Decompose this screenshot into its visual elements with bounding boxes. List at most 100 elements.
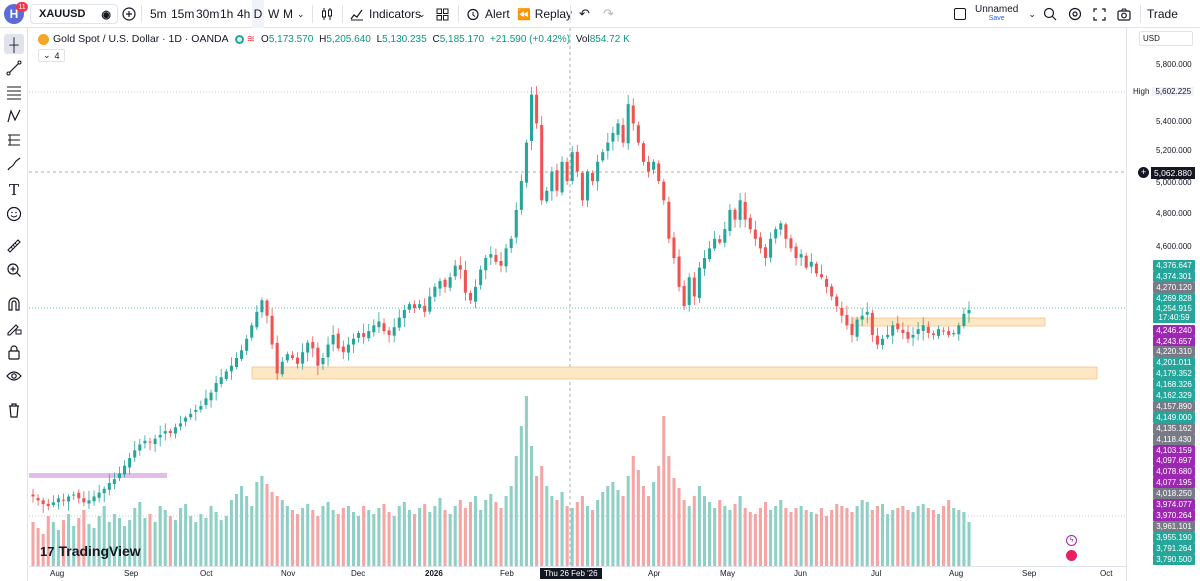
crosshair-tool[interactable]: ┼ bbox=[4, 34, 24, 54]
plus-circle-icon[interactable]: + bbox=[1138, 167, 1149, 178]
hide-drawings-tool[interactable] bbox=[4, 366, 24, 386]
candle-body bbox=[346, 344, 350, 353]
candle-body bbox=[743, 201, 747, 220]
volume-bar bbox=[453, 506, 457, 566]
candle-body bbox=[463, 269, 467, 293]
candle-body bbox=[830, 286, 834, 297]
volume-bar bbox=[418, 508, 422, 566]
brush-tool[interactable] bbox=[4, 154, 24, 174]
fullscreen-button[interactable] bbox=[1093, 0, 1106, 28]
time-axis[interactable]: Aug Sep Oct Nov Dec 2026 Feb Apr May Jun… bbox=[29, 566, 1126, 581]
measure-tool[interactable] bbox=[4, 236, 24, 256]
magnet-tool[interactable] bbox=[4, 294, 24, 314]
candle-body bbox=[245, 338, 249, 351]
close-label: C bbox=[432, 33, 440, 45]
volume-bar bbox=[341, 508, 345, 566]
icon-tool[interactable] bbox=[4, 204, 24, 224]
fib-tool[interactable] bbox=[4, 82, 24, 102]
volume-bar bbox=[382, 504, 386, 566]
layout-name-block: Unnamed Save bbox=[975, 5, 1018, 23]
candle-body bbox=[285, 354, 289, 361]
volume-bar bbox=[677, 488, 681, 566]
candle-body bbox=[794, 246, 798, 258]
price-chart[interactable] bbox=[29, 28, 1126, 566]
interval-m[interactable]: M bbox=[283, 0, 293, 28]
interval-dropdown[interactable]: ⌄ bbox=[297, 0, 305, 28]
candle-body bbox=[97, 492, 101, 498]
currency-selector[interactable]: USD bbox=[1139, 31, 1193, 46]
volume-bar bbox=[31, 522, 35, 566]
indicators-icon bbox=[350, 9, 363, 21]
candle-body bbox=[850, 323, 854, 335]
indicators-button[interactable]: Indicators bbox=[350, 0, 421, 28]
trend-line-icon bbox=[6, 60, 22, 76]
undo-button[interactable]: ↶ bbox=[579, 0, 590, 28]
volume-bar bbox=[331, 510, 335, 566]
volume-bar bbox=[214, 512, 218, 566]
stay-in-drawing-tool[interactable] bbox=[4, 318, 24, 338]
trend-line-tool[interactable] bbox=[4, 58, 24, 78]
candle-body bbox=[529, 94, 534, 141]
interval-30m[interactable]: 30m bbox=[196, 0, 219, 28]
interval-4h[interactable]: 4h bbox=[237, 0, 250, 28]
patterns-tool[interactable] bbox=[4, 106, 24, 126]
quick-search-button[interactable] bbox=[1043, 0, 1057, 28]
forecast-icon bbox=[8, 134, 20, 146]
candle-body bbox=[748, 217, 752, 230]
interval-1h[interactable]: 1h bbox=[220, 0, 233, 28]
chart-type-button[interactable] bbox=[320, 0, 334, 28]
layouts-button[interactable] bbox=[436, 0, 449, 28]
interval-d[interactable]: D bbox=[252, 0, 264, 28]
alert-label: Alert bbox=[485, 7, 510, 21]
candle-body bbox=[631, 105, 635, 124]
indicators-toggle[interactable]: ⌄ 4 bbox=[38, 49, 65, 62]
remove-drawings-tool[interactable] bbox=[4, 400, 24, 420]
time-label: Jul bbox=[871, 569, 882, 578]
lightning-icon[interactable]: ϟ bbox=[1066, 535, 1077, 546]
volume-bar bbox=[606, 486, 610, 566]
volume-bar bbox=[728, 510, 732, 566]
prediction-tool[interactable] bbox=[4, 130, 24, 150]
chart-pane[interactable] bbox=[29, 28, 1126, 566]
candle-body bbox=[163, 431, 167, 434]
layout-save-button[interactable]: Unnamed Save ⌄ bbox=[954, 0, 1036, 28]
volume-bar bbox=[97, 516, 101, 566]
indicator-templates-dropdown[interactable]: ⌄ bbox=[418, 0, 426, 28]
candle-body bbox=[580, 173, 584, 201]
price-level-label: 4,118.430 bbox=[1153, 434, 1195, 445]
interval-w[interactable]: W bbox=[268, 0, 279, 28]
interval-5m[interactable]: 5m bbox=[150, 0, 167, 28]
candle-body bbox=[855, 319, 859, 337]
legend-title[interactable]: Gold Spot / U.S. Dollar · 1D · OANDA bbox=[53, 33, 229, 45]
volume-bar bbox=[438, 498, 442, 566]
volume-bar bbox=[61, 520, 66, 566]
volume-bar bbox=[514, 456, 518, 566]
interval-15m[interactable]: 15m bbox=[171, 0, 194, 28]
snapshot-button[interactable] bbox=[1117, 0, 1131, 28]
lock-drawings-tool[interactable] bbox=[4, 342, 24, 362]
compare-symbol-button[interactable] bbox=[122, 0, 136, 28]
redo-button[interactable]: ↷ bbox=[603, 0, 614, 28]
volume-bar bbox=[463, 508, 467, 566]
volume-bar bbox=[646, 496, 651, 566]
trade-button[interactable]: Trade bbox=[1147, 0, 1178, 28]
symbol-settings-icon[interactable]: ◉ bbox=[101, 9, 111, 21]
settings-button[interactable] bbox=[1068, 0, 1082, 28]
volume-bar bbox=[184, 504, 188, 566]
alert-button[interactable]: Alert bbox=[466, 0, 510, 28]
volume-bar bbox=[321, 506, 325, 566]
volume-bar bbox=[295, 514, 300, 566]
text-tool[interactable]: T bbox=[4, 180, 24, 200]
candle-body bbox=[606, 142, 610, 151]
volume-bar bbox=[234, 494, 239, 566]
flag-icon[interactable] bbox=[1066, 550, 1077, 561]
candle-body bbox=[947, 331, 951, 335]
zoom-tool[interactable] bbox=[4, 260, 24, 280]
replay-button[interactable]: ⏪ Replay bbox=[517, 0, 572, 28]
candle-body bbox=[662, 181, 666, 201]
symbol-search[interactable]: XAUUSD ◉ bbox=[30, 4, 118, 24]
volume-bar bbox=[280, 500, 284, 566]
price-level-label: 3,961.101 bbox=[1153, 521, 1195, 532]
candle-body bbox=[275, 342, 279, 374]
price-tick: 5,400.000 bbox=[1156, 117, 1192, 126]
